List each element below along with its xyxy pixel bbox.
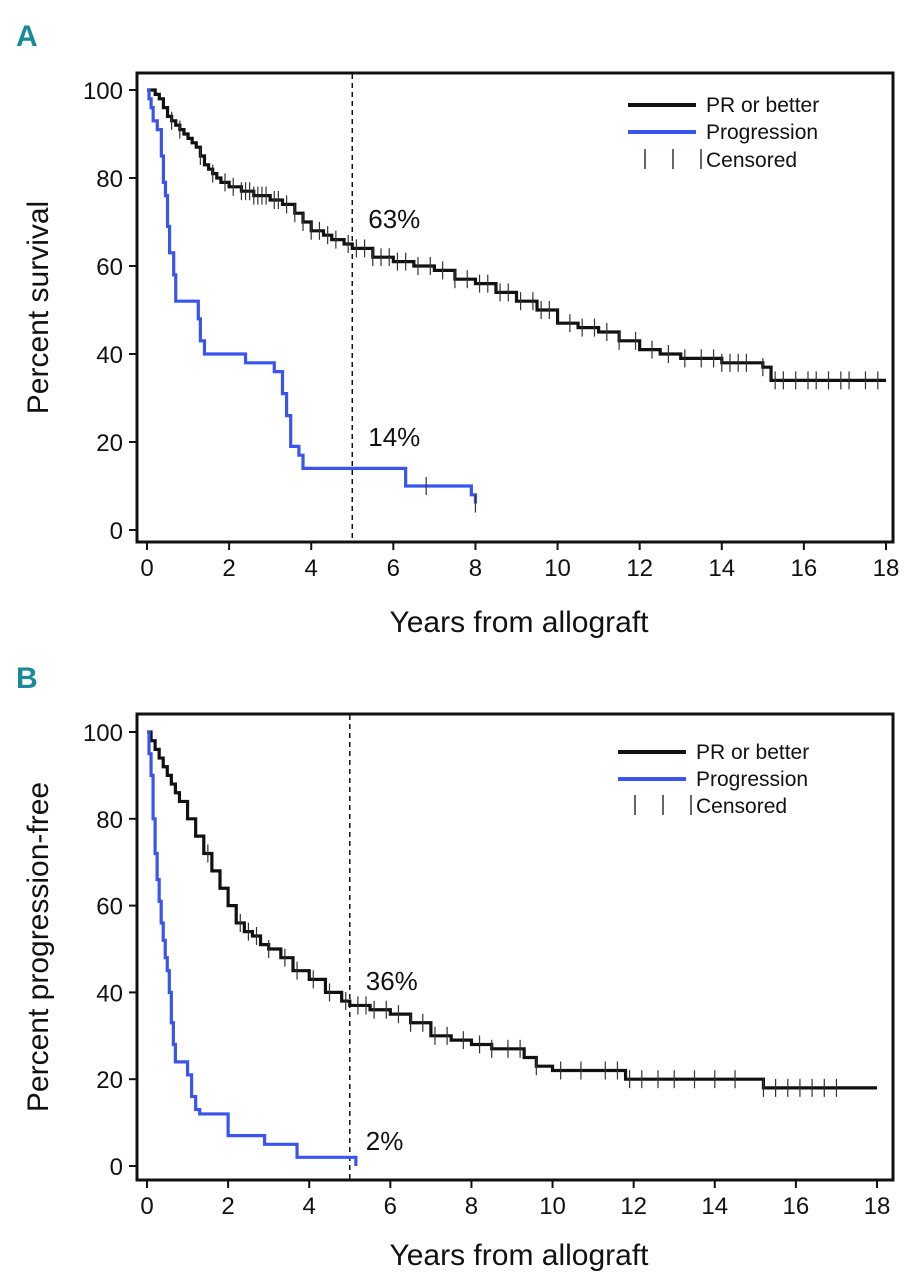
annotation-pr-5yr: 36% bbox=[366, 966, 418, 996]
x-tick-label: 14 bbox=[708, 555, 735, 582]
series-line-progression bbox=[147, 88, 478, 504]
panel-a: A 0 2 4 6 8 10 12 14 16 18 0 20 40 60 80 100 PR or bett… bbox=[16, 20, 899, 639]
panel-letter-b: B bbox=[16, 662, 38, 695]
legend-a: PR or better Progression Censored bbox=[628, 94, 819, 172]
legend-censored-marks bbox=[644, 149, 702, 169]
legend-label-censored: Censored bbox=[706, 149, 797, 172]
y-tick-label: 100 bbox=[83, 78, 123, 105]
y-tick-label: 100 bbox=[83, 720, 123, 747]
x-axis-title-b: Years from allograft bbox=[389, 1239, 649, 1272]
legend-b: PR or better Progression Censored bbox=[618, 741, 809, 818]
x-tick-label: 16 bbox=[791, 555, 818, 582]
x-tick-label: 6 bbox=[387, 555, 400, 582]
x-tick-label: 4 bbox=[305, 555, 318, 582]
x-tick-label: 8 bbox=[465, 1193, 478, 1220]
x-tick-label: 4 bbox=[303, 1193, 316, 1220]
x-axis-title-a: Years from allograft bbox=[389, 606, 649, 639]
x-tick-label: 10 bbox=[544, 555, 571, 582]
annotation-progression-5yr: 2% bbox=[366, 1126, 404, 1156]
series-line-progression bbox=[147, 730, 358, 1166]
legend-censored-marks bbox=[634, 795, 692, 815]
legend-label-progression: Progression bbox=[706, 121, 818, 144]
x-tick-label: 0 bbox=[140, 1193, 153, 1220]
x-tick-label: 2 bbox=[221, 1193, 234, 1220]
x-tick-label: 18 bbox=[864, 1193, 891, 1220]
panel-b: B 0 2 4 6 8 10 12 14 16 18 0 20 40 60 80 100 PR or bett… bbox=[16, 662, 895, 1272]
x-tick-label: 0 bbox=[140, 555, 153, 582]
y-axis-title-a: Percent survival bbox=[22, 201, 55, 414]
x-tick-label: 12 bbox=[626, 555, 653, 582]
x-tick-label: 6 bbox=[384, 1193, 397, 1220]
y-tick-label: 0 bbox=[110, 1154, 123, 1181]
x-tick-label: 14 bbox=[701, 1193, 728, 1220]
x-tick-label: 12 bbox=[620, 1193, 647, 1220]
series-line-pr bbox=[147, 730, 877, 1090]
x-tick-label: 10 bbox=[539, 1193, 566, 1220]
x-tick-label: 16 bbox=[783, 1193, 810, 1220]
y-tick-label: 0 bbox=[110, 518, 123, 545]
legend-label-pr: PR or better bbox=[706, 94, 819, 117]
panel-letter-a: A bbox=[16, 20, 38, 53]
y-tick-label: 80 bbox=[96, 166, 123, 193]
y-tick-label: 60 bbox=[96, 894, 123, 921]
annotation-pr-5yr: 63% bbox=[368, 204, 420, 234]
annotation-progression-5yr: 14% bbox=[368, 422, 420, 452]
legend-label-progression: Progression bbox=[696, 768, 808, 791]
y-tick-label: 40 bbox=[96, 980, 123, 1007]
y-axis-title-b: Percent progression-free bbox=[22, 782, 55, 1112]
legend-label-censored: Censored bbox=[696, 795, 787, 818]
plot-frame-b bbox=[135, 712, 895, 1182]
x-tick-label: 18 bbox=[873, 555, 900, 582]
y-tick-label: 60 bbox=[96, 254, 123, 281]
y-tick-label: 20 bbox=[96, 1067, 123, 1094]
x-tick-label: 2 bbox=[222, 555, 235, 582]
plot-frame-a bbox=[135, 71, 895, 544]
legend-label-pr: PR or better bbox=[696, 741, 809, 764]
y-tick-label: 80 bbox=[96, 807, 123, 834]
x-tick-label: 8 bbox=[469, 555, 482, 582]
y-tick-label: 40 bbox=[96, 342, 123, 369]
y-tick-label: 20 bbox=[96, 430, 123, 457]
